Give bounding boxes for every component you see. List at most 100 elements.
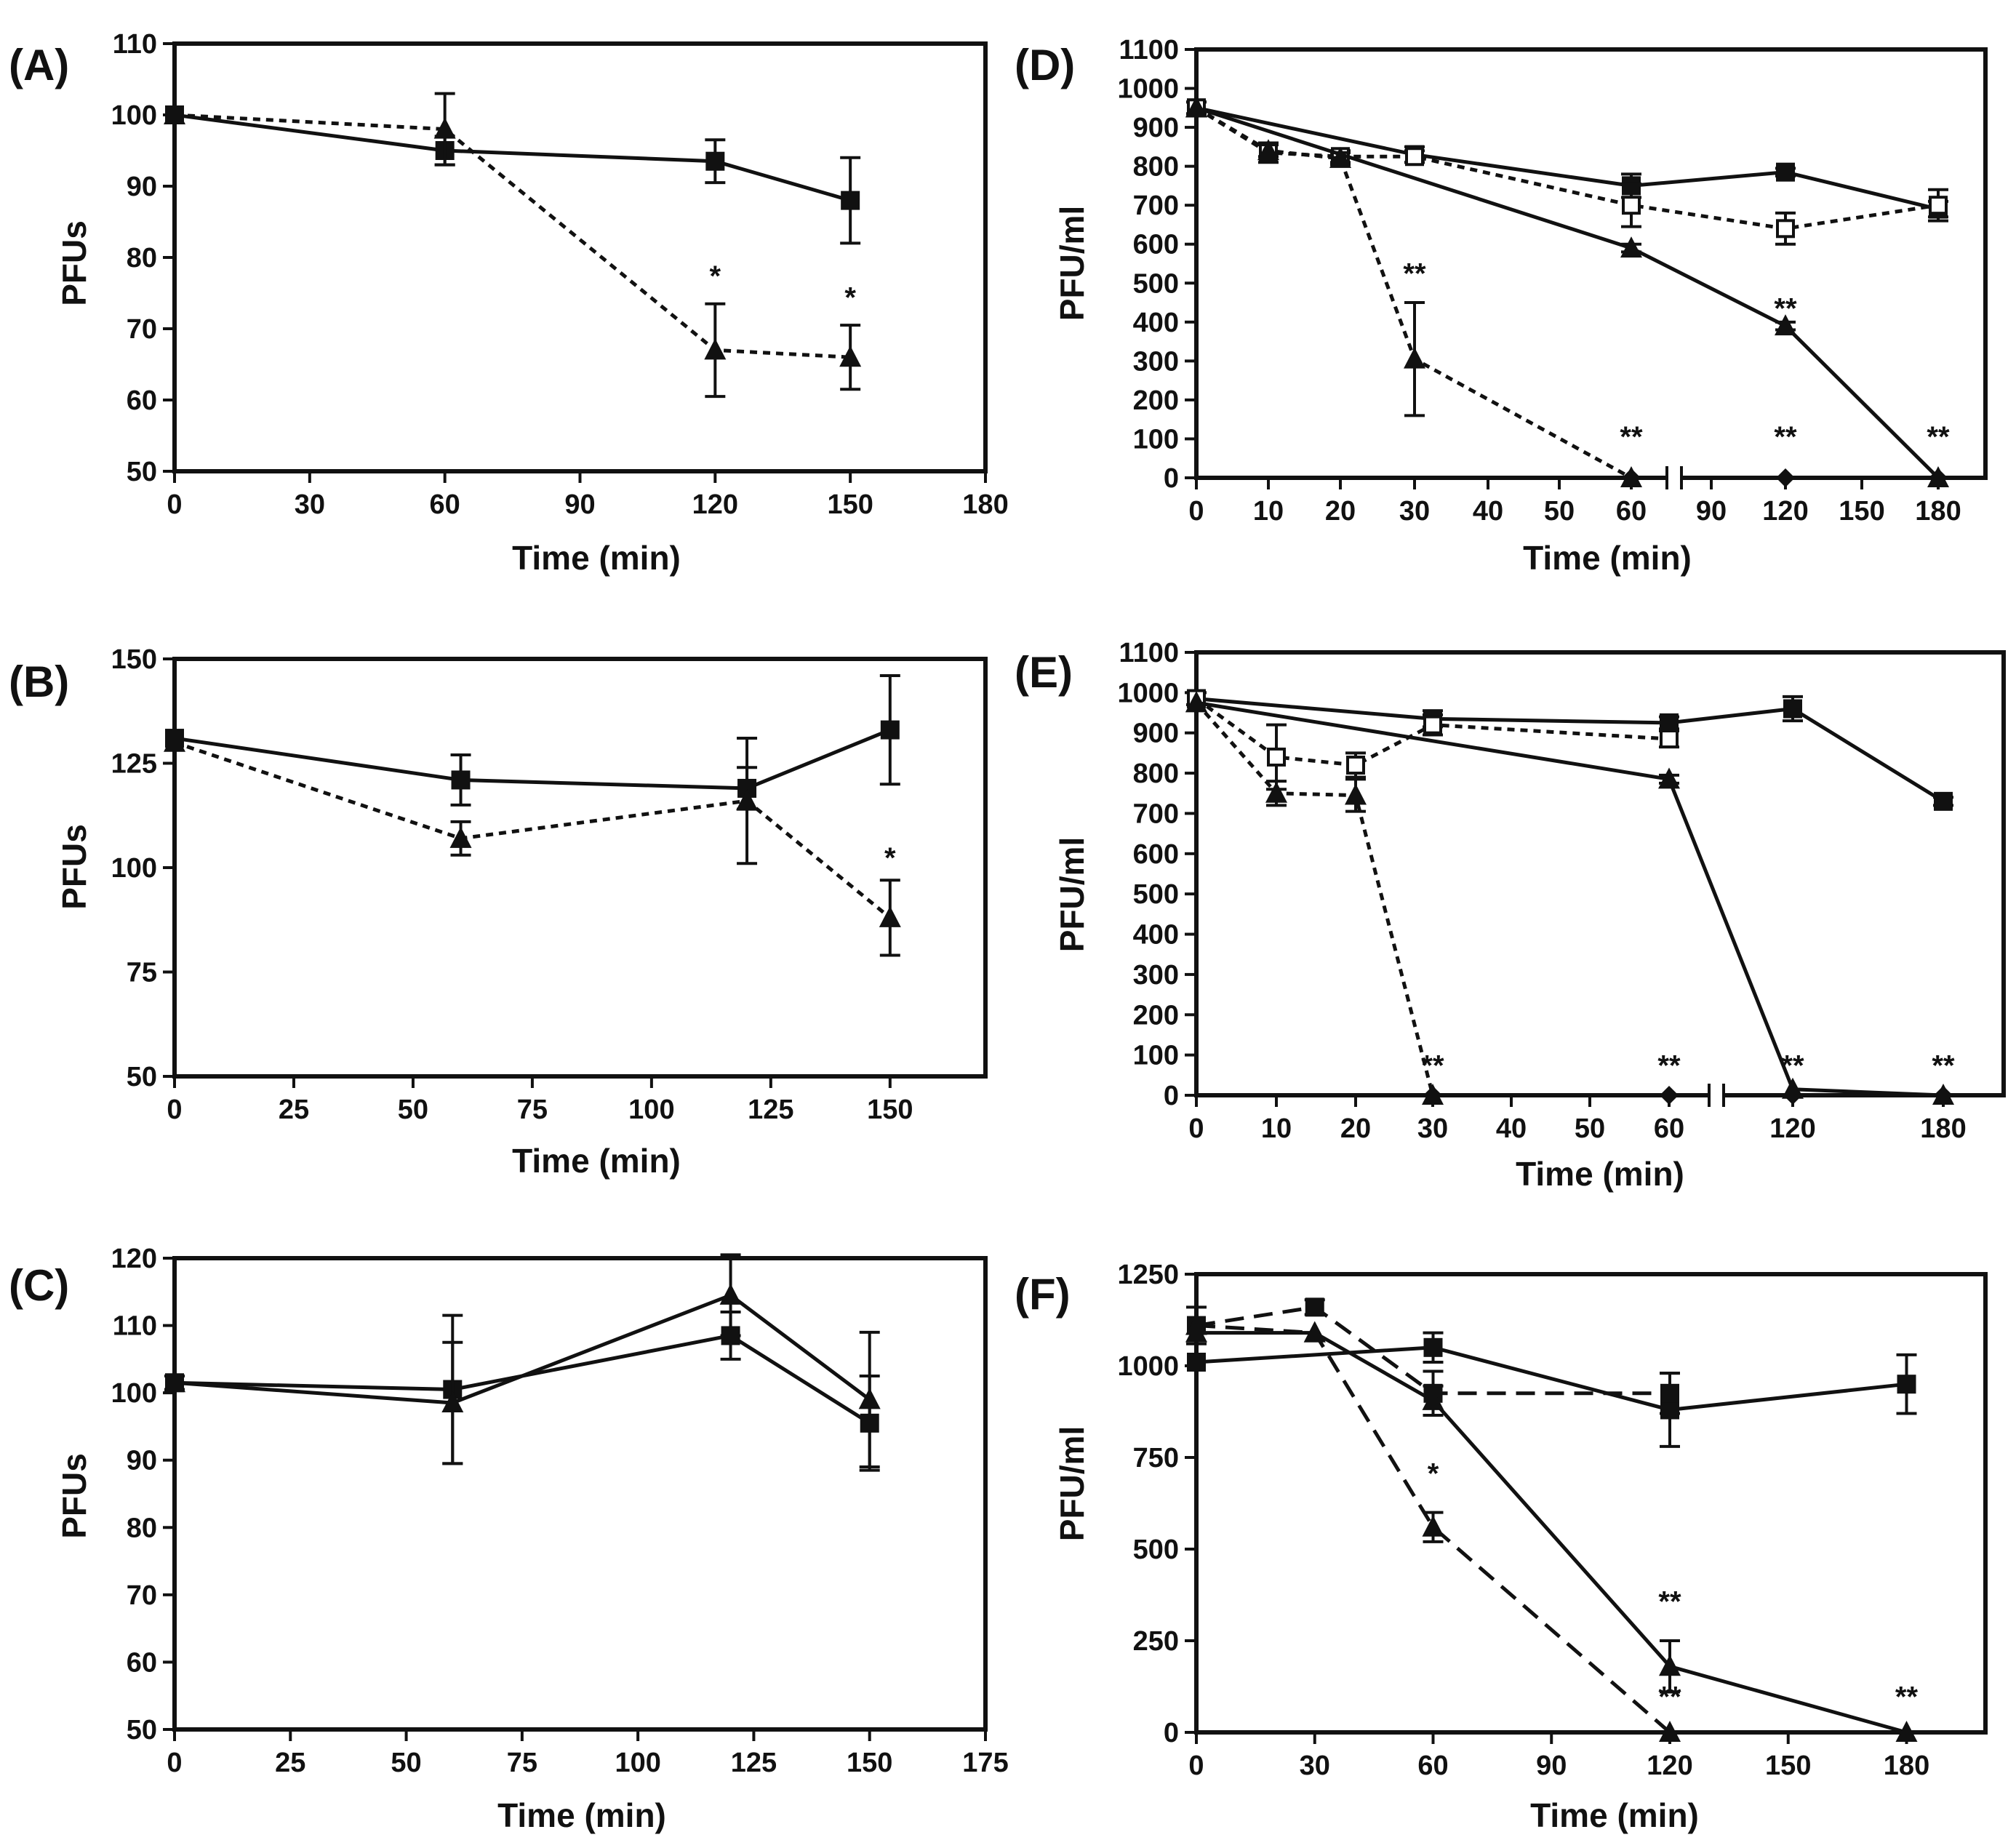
y-tick-label-e: 400 (1133, 920, 1179, 951)
y-tick-label-e: 600 (1133, 839, 1179, 870)
series-line-d-3 (1196, 105, 1940, 479)
y-tick-label-d: 500 (1133, 268, 1179, 299)
y-tick-label-d: 0 (1164, 463, 1179, 494)
plot-frame-e (1194, 650, 2006, 1097)
data-point-d-3 (1775, 314, 1796, 336)
data-point-f-3 (1895, 1721, 1918, 1742)
data-point-e-5 (1660, 1086, 1679, 1105)
y-tick-label-c: 90 (127, 1446, 157, 1476)
y-tick-label-a: 100 (111, 100, 157, 131)
significance-mark-b: * (884, 842, 896, 874)
y-tick-label-d: 900 (1133, 113, 1179, 143)
y-tick-label-c: 60 (127, 1647, 157, 1678)
data-point-f-4 (1659, 1721, 1681, 1742)
data-point-e-4 (1265, 781, 1287, 803)
x-tick-label-a: 90 (564, 489, 595, 520)
x-axis-label-f: Time (min) (1530, 1796, 1699, 1834)
series-line-e-2 (1195, 697, 1670, 767)
y-axis-label-d: PFU/ml (1053, 206, 1091, 321)
data-point-e-2 (1660, 729, 1679, 749)
data-point-b-2 (449, 826, 472, 848)
series-line-a-1 (174, 113, 851, 203)
y-axis-label-e: PFU/ml (1053, 837, 1091, 952)
x-tick-label-f: 180 (1884, 1751, 1929, 1781)
significance-mark-d: ** (1927, 421, 1950, 453)
y-axis-label-b: PFUs (55, 824, 93, 910)
series-line-c-1 (174, 1333, 871, 1425)
plot-area-c: 50 60 70 80 90 100 110 120 0 25 50 75 100 125 150 175 (111, 1244, 1009, 1778)
x-tick-label-c: 50 (391, 1748, 421, 1778)
x-tick-label-a: 0 (167, 489, 182, 520)
data-point-f-1 (1423, 1337, 1443, 1357)
plot-frame-f (1194, 1272, 1988, 1735)
y-tick-label-e: 100 (1133, 1041, 1179, 1071)
y-tick-label-f: 750 (1133, 1443, 1179, 1473)
data-point-b-1 (451, 770, 471, 790)
x-tick-label-b: 125 (748, 1095, 793, 1125)
x-tick-label-d: 30 (1399, 496, 1430, 527)
x-tick-label-f: 0 (1188, 1751, 1204, 1781)
data-point-d-4 (1404, 347, 1425, 369)
x-tick-label-f: 60 (1417, 1751, 1448, 1781)
significance-mark-f: ** (1895, 1681, 1919, 1713)
series-line-c-2 (174, 1293, 871, 1405)
data-point-e-4 (1185, 691, 1207, 713)
x-tick-label-c: 100 (615, 1748, 660, 1778)
data-point-d-3 (1620, 236, 1642, 258)
y-tick-label-a: 110 (113, 29, 157, 60)
y-tick-label-e: 900 (1133, 719, 1179, 749)
significance-mark-d: ** (1620, 421, 1643, 453)
y-tick-label-b: 125 (111, 749, 157, 780)
data-point-f-4 (1303, 1321, 1326, 1343)
x-axis-label-e: Time (min) (1516, 1155, 1684, 1193)
data-point-f-3 (1422, 1388, 1444, 1410)
x-axis-label-b: Time (min) (512, 1142, 681, 1180)
y-tick-label-f: 500 (1133, 1535, 1179, 1565)
x-tick-label-d: 60 (1616, 496, 1647, 527)
plot-area-e: 0 100 200 300 400 500 600 700 800 900 1000 1100 0 10 2… (1117, 638, 2006, 1144)
y-tick-label-d: 700 (1133, 191, 1179, 221)
series-line-f-2 (1196, 1305, 1670, 1396)
y-tick-label-e: 800 (1133, 759, 1179, 789)
x-tick-label-c: 0 (167, 1748, 182, 1778)
plot-area-d: 0 100 200 300 400 500 600 700 800 900 1000 1100 0 10 2… (1117, 35, 1988, 527)
panel-label-d: (D) (1015, 41, 1075, 89)
significance-mark-a: * (844, 282, 856, 314)
data-point-e-1 (1783, 699, 1802, 719)
x-tick-label-e: 40 (1496, 1113, 1527, 1144)
y-tick-label-b: 75 (127, 958, 157, 988)
panel-a: (A) Time (min) PFUs 50 60 70 80 90 100 110 0 30 6… (9, 29, 1009, 577)
y-tick-label-d: 600 (1133, 230, 1179, 260)
x-tick-label-f: 30 (1300, 1751, 1330, 1781)
data-point-f-4 (1185, 1313, 1207, 1335)
data-point-f-3 (1659, 1655, 1681, 1676)
significance-mark-d: ** (1403, 257, 1426, 289)
data-point-a-2 (433, 117, 456, 139)
y-tick-label-d: 200 (1133, 385, 1179, 416)
data-point-d-2 (1776, 219, 1795, 239)
panel-label-a: (A) (9, 41, 69, 89)
y-tick-label-d: 400 (1133, 308, 1179, 338)
panel-d: (D) Time (min) PFU/ml 010020030040050060… (1015, 35, 1988, 577)
data-point-d-4 (1185, 96, 1207, 118)
data-point-f-2 (1660, 1383, 1679, 1403)
y-tick-label-a: 70 (127, 314, 157, 345)
y-tick-label-c: 120 (111, 1244, 157, 1274)
data-point-a-1 (841, 191, 860, 210)
y-tick-label-b: 100 (111, 853, 157, 884)
series-line-e-4 (1195, 701, 1435, 1096)
panel-b: (B) Time (min) PFUs 50 75 100 125 150 0 25 50 75… (9, 644, 988, 1180)
plot-frame-d (1194, 47, 1988, 480)
data-point-f-1 (1897, 1375, 1916, 1394)
x-tick-label-e: 60 (1654, 1113, 1684, 1144)
significance-mark-f: ** (1658, 1586, 1681, 1618)
x-tick-label-a: 150 (827, 489, 873, 520)
series-line-b-1 (174, 728, 891, 791)
panel-e: (E) Time (min) PFU/ml 010020030040050060… (1015, 638, 2006, 1193)
x-tick-label-f: 150 (1765, 1751, 1811, 1781)
x-tick-label-d: 150 (1839, 496, 1884, 527)
data-point-b-1 (880, 720, 900, 740)
x-tick-label-d: 0 (1188, 496, 1204, 527)
